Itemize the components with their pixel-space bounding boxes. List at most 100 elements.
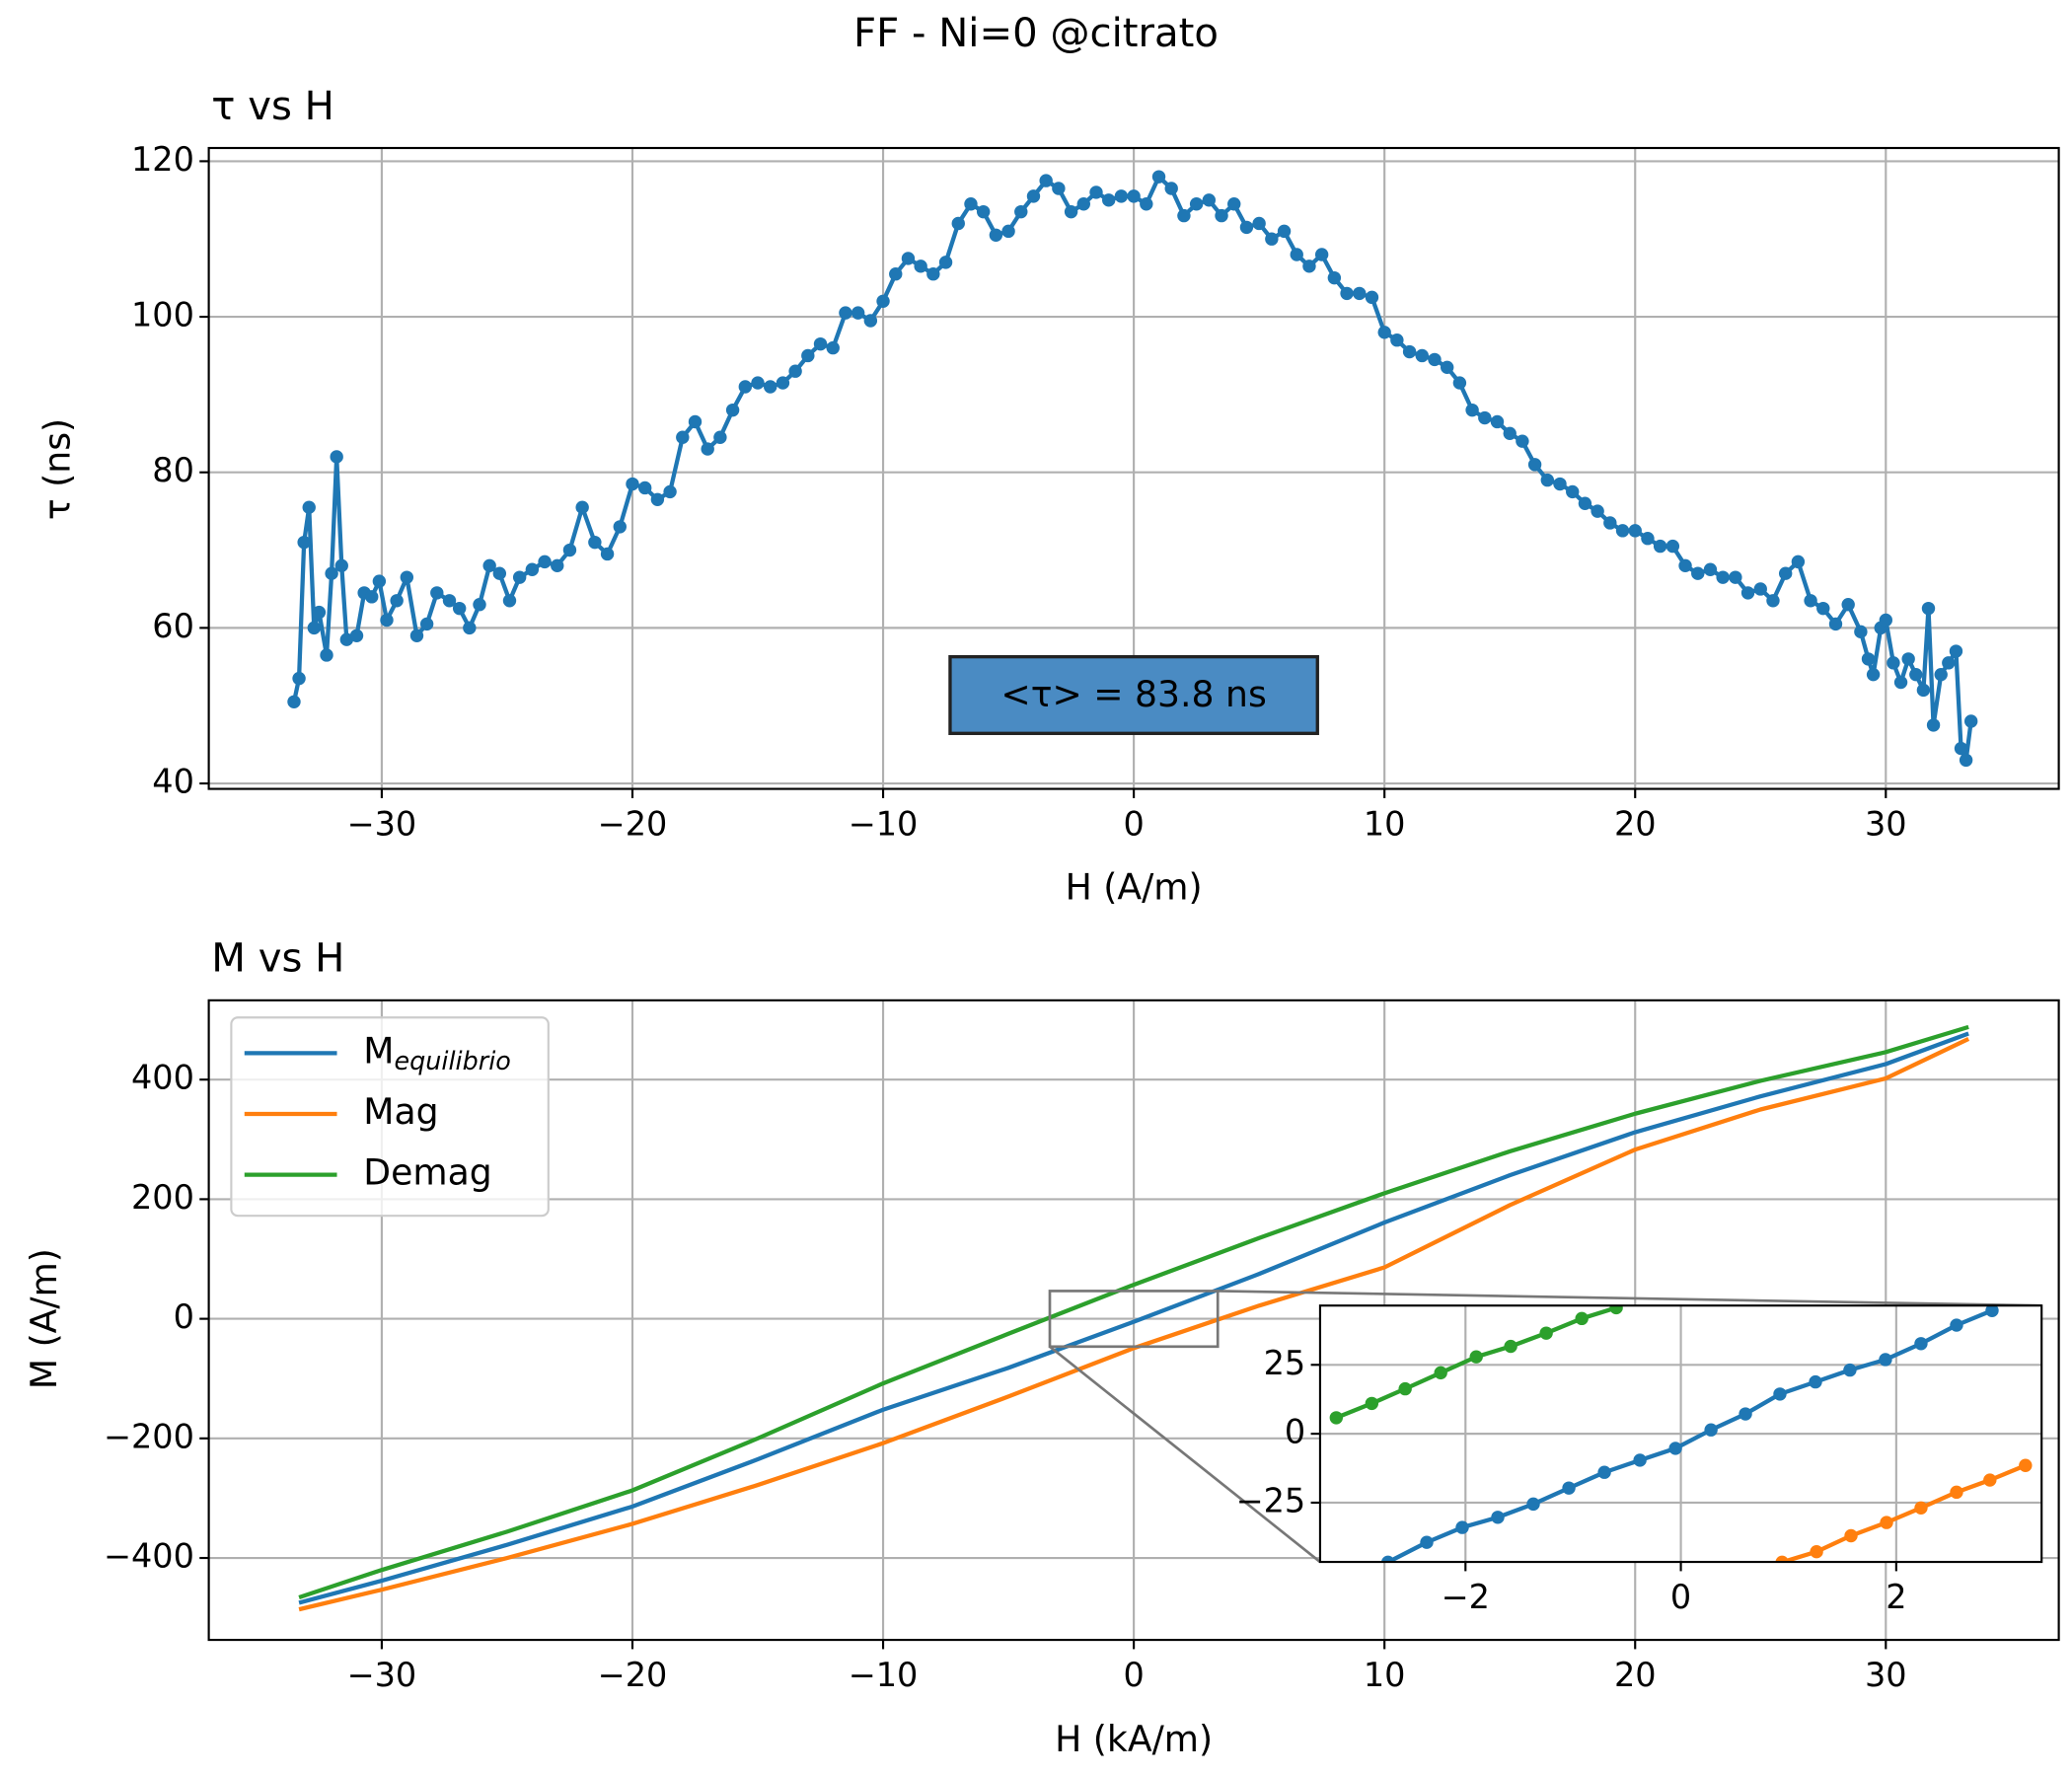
data-point [1377,326,1391,339]
data-point [575,500,589,514]
x-tick-label: 10 [1364,805,1406,844]
x-axis-label: H (kA/m) [1055,1718,1213,1760]
x-tick-label: 20 [1614,1656,1657,1694]
data-point [1983,1473,1997,1487]
data-point [482,558,496,573]
data-point [390,594,404,608]
figure-title: FF - Ni=0 @citrato [853,11,1219,56]
data-point [1880,1516,1893,1529]
data-point [951,216,965,231]
y-tick-label: 80 [152,451,194,489]
y-tick-label: 25 [1264,1344,1306,1382]
data-point [1504,1339,1517,1354]
data-point [1327,270,1342,285]
data-point [926,267,940,281]
data-point [1140,197,1153,211]
data-point [1014,204,1028,219]
zoom-connector [1218,1290,2042,1307]
data-point [1434,1366,1447,1380]
legend-name: M [363,1029,394,1072]
y-tick-label: −400 [104,1537,194,1576]
data-point [502,594,517,608]
data-line [298,1031,1969,1605]
y-tick-label: 200 [131,1178,194,1217]
legend-box [230,1016,550,1218]
data-point [1566,484,1580,499]
data-point [1804,594,1817,608]
x-tick-label: 30 [1865,805,1907,844]
data-point [1678,558,1692,573]
data-point [989,228,1003,242]
data-point [1615,524,1630,538]
data-point [1177,208,1191,223]
data-point [1365,1396,1379,1411]
data-point [1893,675,1908,690]
data-point [1215,208,1228,223]
data-point [637,481,652,495]
data-point [1887,656,1900,670]
data-point [525,562,540,576]
data-point [1773,1387,1787,1401]
data-point [1381,1555,1395,1563]
x-tick-label: 0 [1670,1578,1691,1616]
data-point [1914,1501,1928,1515]
x-tick-label: −30 [347,1656,417,1694]
data-point [1816,601,1830,616]
data-point [851,306,865,320]
data-point [1290,248,1303,261]
data-point [889,267,903,281]
data-point [1227,197,1241,211]
x-axis-label: H (A/m) [1066,865,1203,908]
series-group [287,170,1978,768]
data-point [1314,248,1329,261]
data-point [1934,667,1948,682]
annotation-box [948,654,1319,735]
data-point [372,574,387,588]
data-point [1609,1305,1623,1315]
axes-frame [207,999,2060,1642]
y-axis-label: τ (ns) [36,418,78,520]
data-point [1089,185,1103,199]
data-point [1597,1465,1611,1479]
data-point [901,252,916,265]
data-point [1039,174,1053,187]
data-point [713,430,727,444]
data-point [1365,290,1379,305]
data-point [1402,344,1417,359]
data-point [751,376,765,390]
data-point [1949,644,1963,658]
y-tick-label: 0 [1285,1413,1305,1451]
data-point [292,671,306,686]
data-point [1164,182,1178,195]
data-point [1653,539,1667,554]
data-point [1879,1353,1892,1367]
data-point [1390,333,1404,347]
legend-subscript: equilibrio [395,1046,511,1075]
data-point [1921,601,1936,616]
data-point [1452,376,1467,390]
data-point [626,477,639,491]
chart-title: τ vs H [211,84,334,129]
data-point [1302,259,1316,273]
data-point [334,558,348,573]
data-point [1691,566,1705,580]
data-point [788,364,802,378]
x-tick-label: −20 [598,1656,668,1694]
data-point [1740,586,1755,600]
data-point [1844,1528,1858,1543]
data-point [738,380,753,394]
data-point [1239,220,1254,235]
data-point [1478,410,1492,425]
data-point [1668,1442,1682,1455]
data-point [676,430,690,444]
y-tick-label: −200 [104,1417,194,1455]
data-point [1277,224,1292,239]
data-point [1665,539,1680,554]
data-point [2019,1458,2033,1472]
data-point [1603,516,1617,530]
y-tick-label: 0 [174,1297,194,1336]
data-point [1809,1374,1822,1389]
data-point [442,594,457,608]
x-tick-label: 0 [1123,1656,1144,1694]
data-point [1766,594,1780,608]
